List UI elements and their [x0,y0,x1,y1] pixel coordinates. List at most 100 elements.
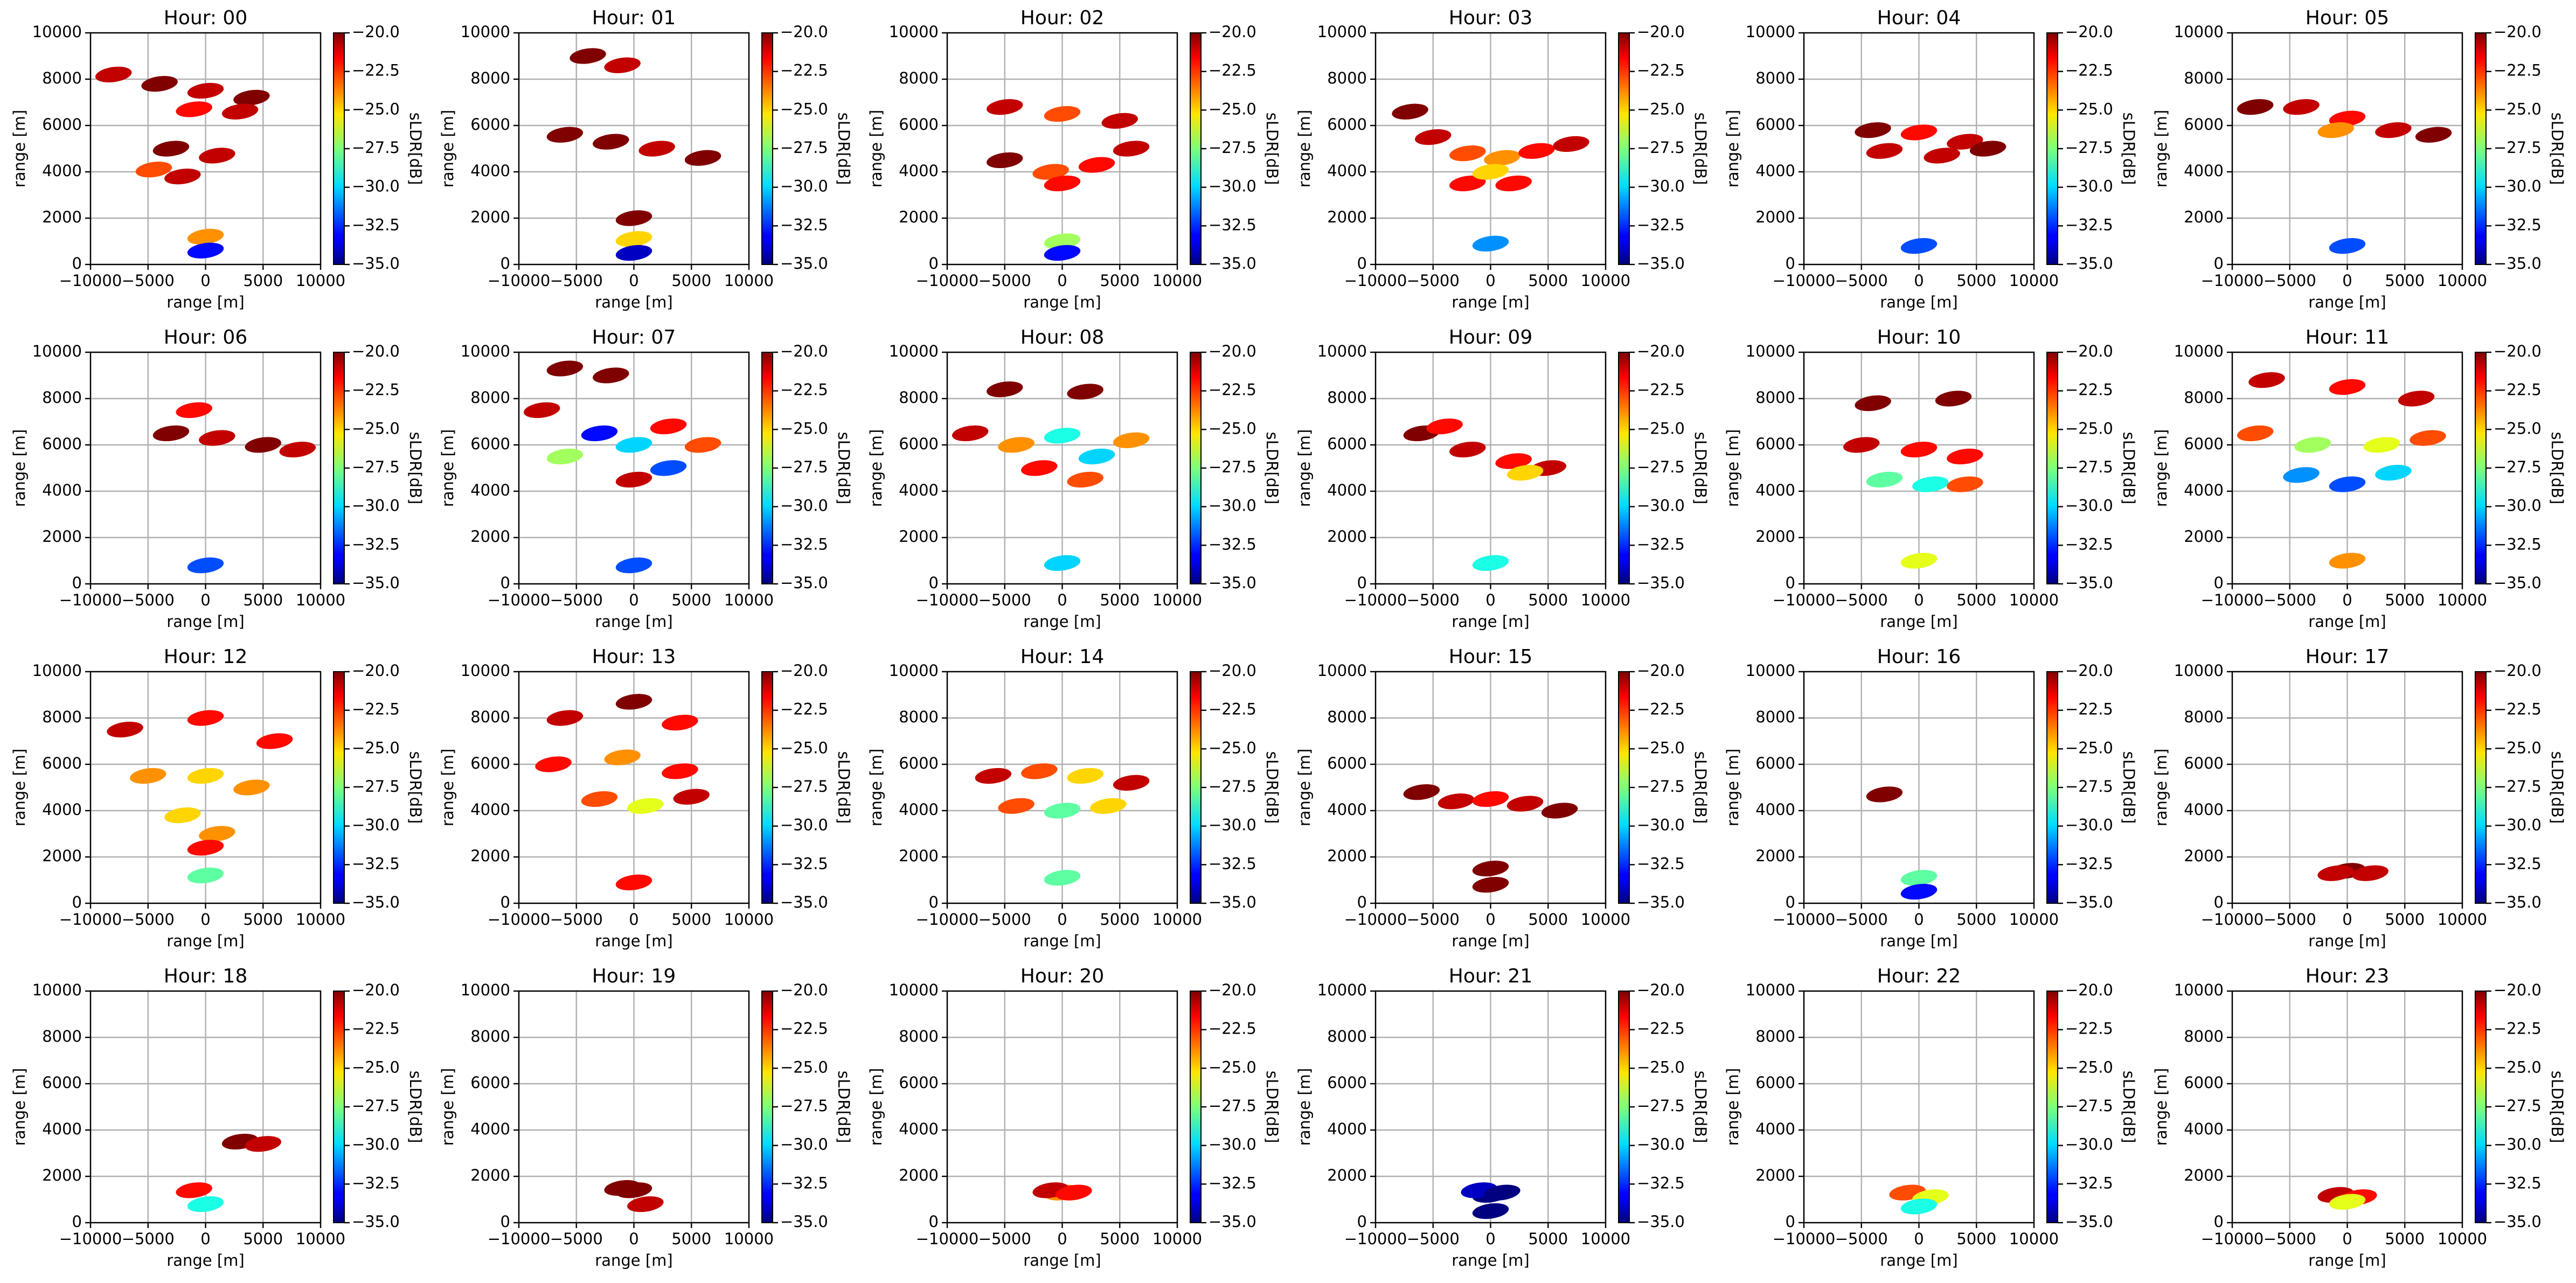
colorbar-tick-label: −22.5 [780,61,828,80]
x-tick-label: −5000 [550,1230,603,1248]
x-tick-label: −10000 [916,591,979,609]
x-tick-label: 5000 [1100,591,1140,609]
x-tick-label: 10000 [2438,1230,2487,1248]
x-tick-label: 5000 [2385,591,2425,609]
x-tick-label: 10000 [724,910,774,929]
echo-patch [604,57,641,73]
y-tick-label: 0 [501,893,510,911]
subplot-title: Hour: 23 [2306,965,2389,987]
x-axis-label: range [m] [1452,293,1529,311]
axes-frame [89,32,322,266]
colorbar-tick-label: −22.5 [352,700,400,719]
colorbar [1190,352,1202,584]
echo-patch [662,763,698,779]
y-tick-label: 10000 [2174,661,2224,680]
x-tick-label: −5000 [978,910,1031,929]
x-tick-label: 5000 [243,910,283,929]
colorbar [333,991,345,1223]
y-tick-label: 8000 [1755,708,1795,726]
colorbar-tick-label: −27.5 [2065,1097,2113,1115]
y-axis-label: range [m] [867,110,885,187]
y-tick-label: 6000 [2184,754,2224,772]
y-tick-label: 8000 [42,69,82,87]
y-tick-label: 4000 [470,800,510,819]
colorbar [1618,32,1630,265]
colorbar-tick-label: −32.5 [352,535,400,553]
y-tick-label: 6000 [899,435,939,453]
echo-patch [1044,803,1081,819]
y-tick-label: 10000 [32,23,82,41]
x-tick-label: 5000 [243,1230,283,1248]
y-tick-label: 0 [72,1212,82,1231]
x-tick-label: −10000 [1773,910,1836,929]
y-tick-label: 2000 [2184,208,2224,226]
y-axis-label: range [m] [867,429,885,507]
subplot: −10000 −5000 0 5000 10000 0 2000 4000 6000 8000 10… [1295,965,1710,1270]
colorbar-tick-label: −30.0 [1637,816,1685,834]
echo-patch [1947,476,1983,492]
y-tick-label: 2000 [1327,527,1367,546]
x-tick-label: −10000 [1773,591,1836,609]
subplot-title: Hour: 10 [1877,326,1961,348]
echo-patch [1472,555,1509,571]
colorbar-tick-label: −22.5 [1637,61,1685,80]
echo-patch [1866,786,1903,803]
x-axis-label: range [m] [2308,612,2386,631]
echo-patch [279,441,316,458]
echo-patch [987,99,1023,115]
x-tick-label: 0 [2342,1230,2352,1248]
echo-patch [1472,1203,1509,1219]
colorbar [333,352,345,584]
echo-patch [1415,129,1452,145]
colorbar-tick-label: −27.5 [780,458,828,476]
colorbar-tick-label: −22.5 [352,61,400,80]
x-tick-label: 0 [200,591,210,609]
x-axis-label: range [m] [1880,612,1957,631]
echo-patch [187,840,224,856]
x-axis-label: range [m] [1023,612,1101,631]
colorbar-tick-label: −30.0 [780,497,828,515]
echo-patch [2329,1194,2366,1210]
axes-frame [89,990,322,1224]
colorbar [1618,991,1630,1223]
echo-patch [581,425,618,442]
colorbar-tick-label: −20.0 [1209,23,1256,41]
y-tick-label: 6000 [470,435,510,453]
echo-patch [546,127,584,143]
axes-frame [946,990,1178,1224]
colorbar-tick-label: −32.5 [1209,535,1256,553]
x-axis-label: range [m] [1452,612,1529,631]
echo-patch [152,141,190,157]
echo-patch [2398,391,2435,407]
x-tick-label: −10000 [916,1230,979,1248]
colorbar-label: sLDR[dB] [835,751,853,824]
colorbar-tick-label: −32.5 [2494,854,2542,873]
echo-patch [1506,796,1544,812]
colorbar-label: sLDR[dB] [1691,751,1710,824]
x-tick-label: −5000 [1407,271,1460,290]
subplot: −10000 −5000 0 5000 10000 0 2000 4000 6000 8000 10… [1724,965,2138,1270]
y-tick-label: 10000 [461,342,510,360]
x-axis-label: range [m] [166,612,244,631]
subplot: −10000 −5000 0 5000 10000 0 2000 4000 6000 8000 10… [867,965,1281,1270]
y-tick-label: 10000 [2174,23,2224,41]
y-tick-label: 2000 [1755,527,1795,546]
subplot: −10000 −5000 0 5000 10000 0 2000 4000 6000 8000 10… [2152,965,2566,1270]
y-tick-label: 2000 [2184,527,2224,546]
echo-patch [1021,763,1058,779]
colorbar [1190,32,1202,265]
x-tick-label: 0 [1485,271,1495,290]
echo-patch [1426,418,1463,435]
subplot: −10000 −5000 0 5000 10000 0 2000 4000 6000 8000 10… [867,326,1281,631]
x-tick-label: −5000 [978,1230,1031,1248]
echo-patch [1866,143,1903,159]
echo-patch [1067,383,1103,400]
colorbar-tick-label: −35.0 [1209,574,1256,592]
x-tick-label: 5000 [243,271,283,290]
subplot-title: Hour: 03 [1449,7,1532,29]
colorbar-tick-label: −22.5 [2065,381,2113,399]
colorbar [761,991,773,1223]
echo-patch [256,733,293,749]
axes-frame [518,990,750,1224]
